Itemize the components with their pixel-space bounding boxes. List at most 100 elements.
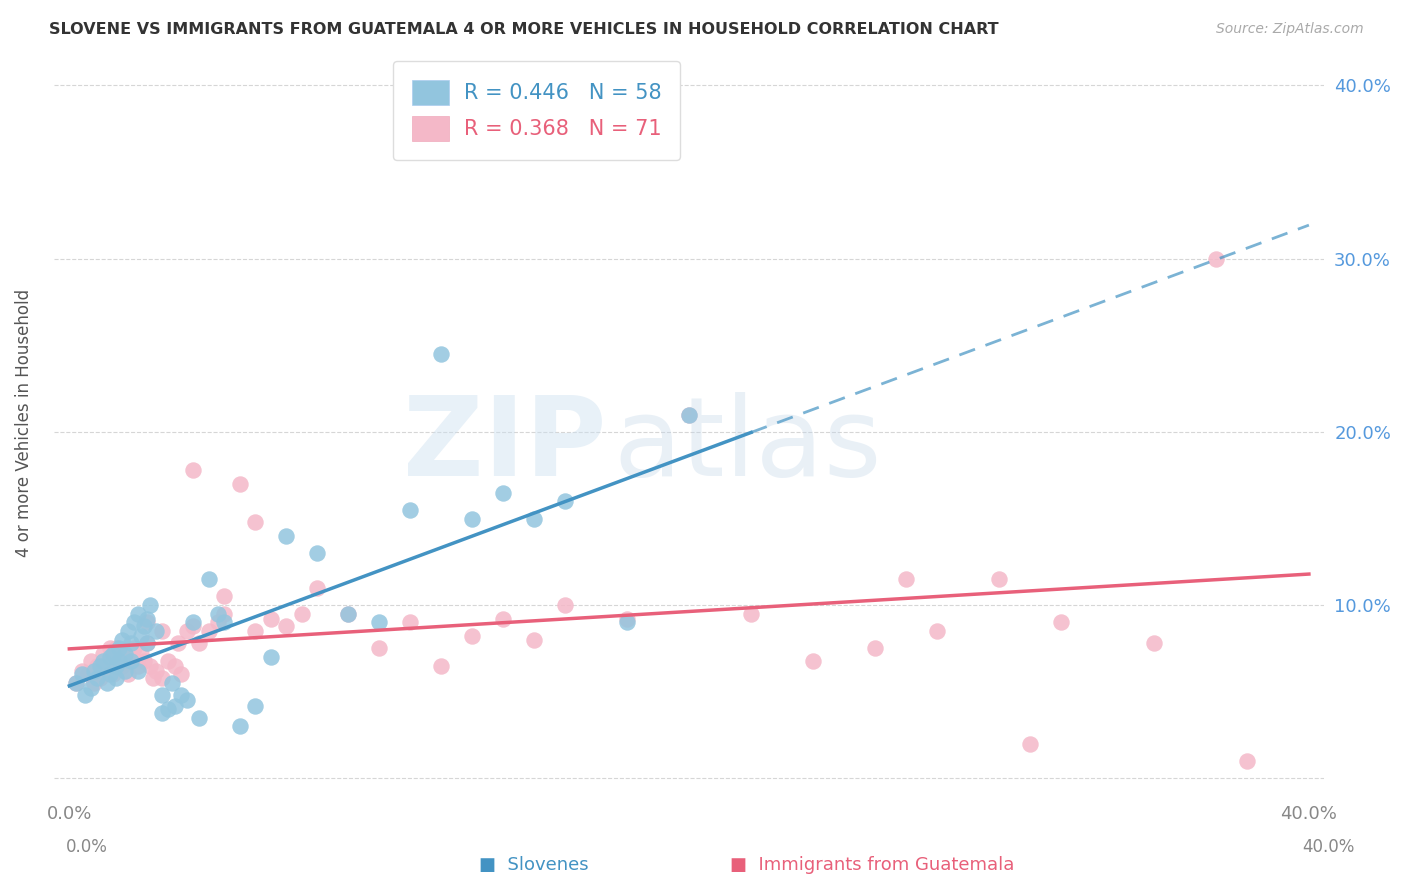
Point: [124, 641, 146, 656]
Point: [616, 615, 638, 630]
Point: [139, 658, 162, 673]
Point: [181, 619, 204, 633]
Legend: R = 0.446   N = 58, R = 0.368   N = 71: R = 0.446 N = 58, R = 0.368 N = 71: [394, 61, 681, 160]
Point: [307, 581, 329, 595]
Point: [114, 647, 136, 661]
Point: [101, 647, 124, 661]
Point: [127, 607, 149, 621]
Point: [740, 607, 762, 621]
Point: [245, 624, 267, 639]
Point: [1050, 615, 1073, 630]
Point: [188, 636, 211, 650]
Point: [163, 698, 186, 713]
Point: [430, 658, 453, 673]
Text: 0.0%: 0.0%: [66, 838, 108, 855]
Point: [89, 658, 111, 673]
Text: atlas: atlas: [613, 392, 882, 499]
Point: [229, 476, 252, 491]
Point: [132, 654, 155, 668]
Point: [114, 664, 136, 678]
Point: [108, 641, 131, 656]
Point: [492, 612, 515, 626]
Point: [108, 650, 131, 665]
Point: [129, 629, 152, 643]
Point: [1236, 754, 1258, 768]
Point: [127, 658, 149, 673]
Point: [461, 511, 484, 525]
Point: [307, 546, 329, 560]
Point: [127, 664, 149, 678]
Point: [111, 658, 134, 673]
Point: [65, 676, 87, 690]
Point: [120, 654, 142, 668]
Point: [157, 654, 180, 668]
Point: [170, 667, 193, 681]
Point: [98, 650, 121, 665]
Point: [89, 671, 111, 685]
Point: [160, 676, 183, 690]
Point: [181, 463, 204, 477]
Point: [101, 667, 124, 681]
Point: [368, 641, 391, 656]
Point: [291, 607, 314, 621]
Point: [73, 688, 96, 702]
Point: [1205, 252, 1227, 266]
Point: [678, 408, 700, 422]
Point: [554, 598, 576, 612]
Point: [98, 654, 121, 668]
Point: [150, 624, 173, 639]
Point: [150, 706, 173, 720]
Point: [117, 624, 139, 639]
Point: [554, 494, 576, 508]
Point: [96, 676, 118, 690]
Point: [337, 607, 360, 621]
Point: [166, 636, 188, 650]
Text: ■  Immigrants from Guatemala: ■ Immigrants from Guatemala: [730, 855, 1014, 873]
Point: [678, 408, 700, 422]
Point: [132, 619, 155, 633]
Point: [77, 667, 100, 681]
Point: [616, 612, 638, 626]
Point: [80, 654, 103, 668]
Point: [108, 654, 131, 668]
Point: [111, 632, 134, 647]
Point: [260, 612, 283, 626]
Point: [461, 629, 484, 643]
Point: [93, 654, 115, 668]
Point: [114, 647, 136, 661]
Point: [120, 654, 142, 668]
Point: [176, 693, 198, 707]
Point: [197, 624, 219, 639]
Point: [399, 503, 422, 517]
Point: [197, 572, 219, 586]
Point: [245, 515, 267, 529]
Point: [80, 681, 103, 696]
Point: [150, 688, 173, 702]
Point: [523, 511, 546, 525]
Point: [863, 641, 886, 656]
Point: [492, 485, 515, 500]
Point: [104, 658, 127, 673]
Point: [120, 654, 142, 668]
Point: [181, 615, 204, 630]
Point: [124, 615, 146, 630]
Point: [894, 572, 917, 586]
Point: [188, 711, 211, 725]
Point: [207, 607, 229, 621]
Point: [1019, 737, 1042, 751]
Point: [430, 347, 453, 361]
Point: [104, 641, 127, 656]
Point: [523, 632, 546, 647]
Point: [229, 719, 252, 733]
Point: [399, 615, 422, 630]
Point: [104, 671, 127, 685]
Point: [214, 615, 236, 630]
Text: SLOVENE VS IMMIGRANTS FROM GUATEMALA 4 OR MORE VEHICLES IN HOUSEHOLD CORRELATION: SLOVENE VS IMMIGRANTS FROM GUATEMALA 4 O…: [49, 22, 998, 37]
Y-axis label: 4 or more Vehicles in Household: 4 or more Vehicles in Household: [15, 289, 32, 558]
Point: [129, 647, 152, 661]
Point: [276, 529, 298, 543]
Point: [276, 619, 298, 633]
Point: [925, 624, 948, 639]
Point: [104, 658, 127, 673]
Point: [368, 615, 391, 630]
